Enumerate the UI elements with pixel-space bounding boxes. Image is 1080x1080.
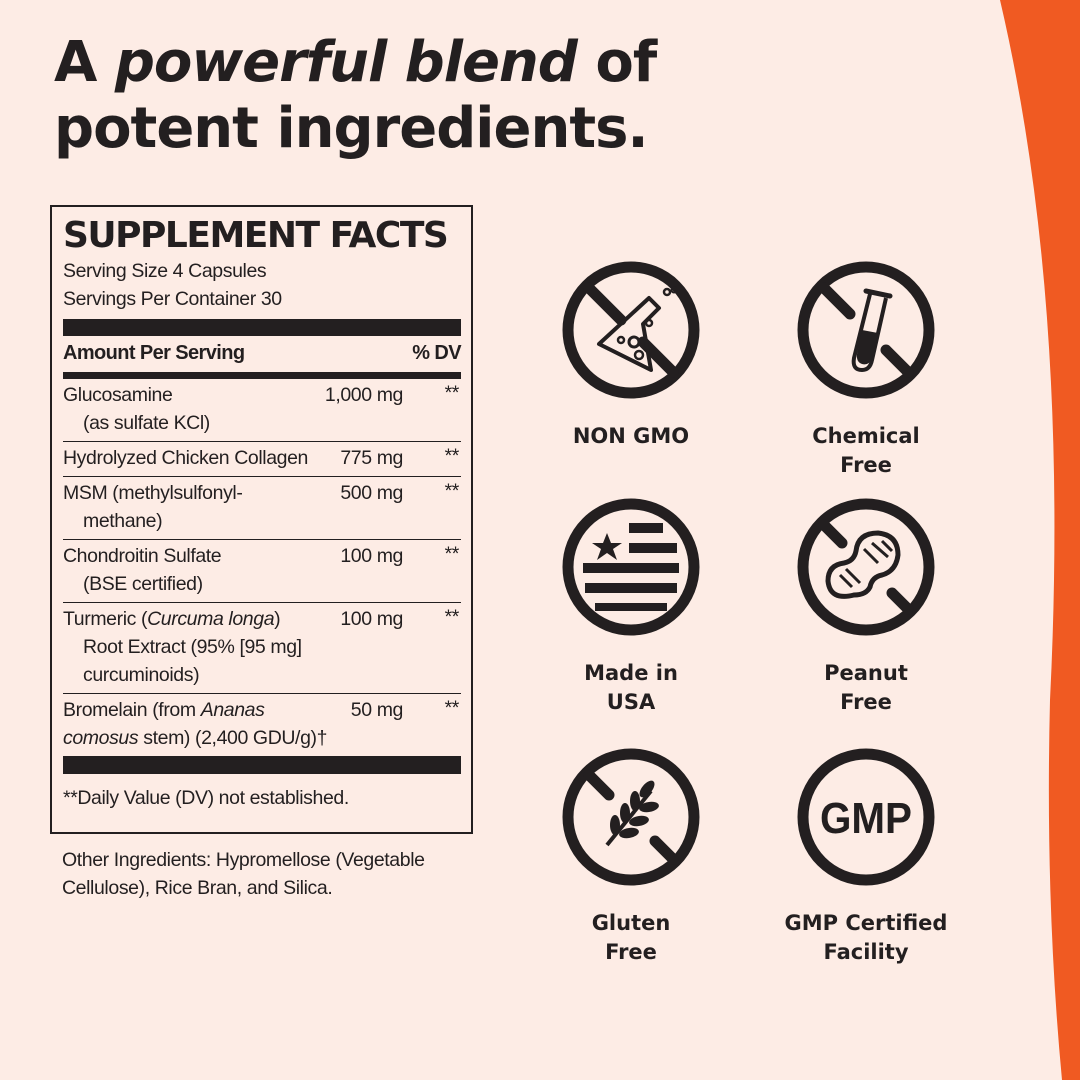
facts-title: SUPPLEMENT FACTS — [63, 215, 449, 256]
serving-size: Serving Size 4 Capsules — [63, 260, 267, 282]
badge-non-gmo: NON GMO — [511, 258, 751, 451]
badge-peanut-free: Peanut Free — [746, 495, 986, 717]
facts-header: Amount Per Serving% DV — [63, 342, 462, 364]
badge-chemical-free: Chemical Free — [746, 258, 986, 480]
ingredient-row: Turmeric (Curcuma longa) Root Extract (95… — [63, 603, 461, 694]
usa-flag-icon — [562, 498, 700, 636]
ingredient-row: Chondroitin Sulfate (BSE certified) 100 mg… — [63, 540, 461, 603]
divider — [63, 757, 461, 774]
svg-text:GMP: GMP — [820, 794, 912, 843]
badge-made-in-usa: Made in USA — [511, 495, 751, 717]
ingredient-row: Glucosamine (as sulfate KCl) 1,000 mg ** — [63, 379, 461, 442]
no-test-tube-icon — [797, 261, 935, 399]
supplement-facts-panel: SUPPLEMENT FACTS Serving Size 4 Capsules… — [50, 205, 473, 834]
ingredient-row: Hydrolyzed Chicken Collagen 775 mg ** — [63, 442, 461, 477]
no-peanut-icon — [797, 498, 935, 636]
no-flask-icon — [562, 261, 700, 399]
ingredient-row: MSM (methylsulfonyl-methane) 500 mg ** — [63, 477, 461, 540]
divider — [63, 319, 461, 336]
badge-gluten-free: Gluten Free — [511, 745, 751, 967]
servings-per-container: Servings Per Container 30 — [63, 288, 282, 310]
gmp-icon: GMP — [797, 748, 935, 886]
headline: A powerful blend of potent ingredients. — [54, 30, 657, 161]
footnote: **Daily Value (DV) not established. — [63, 787, 349, 809]
ingredient-row: Bromelain (from Ananas comosus stem) (2,4… — [63, 694, 461, 757]
divider — [63, 372, 461, 379]
badge-gmp-certified: GMP GMP Certified Facility — [746, 745, 986, 967]
other-ingredients: Other Ingredients: Hypromellose (Vegetab… — [62, 849, 425, 899]
no-wheat-icon — [562, 748, 700, 886]
